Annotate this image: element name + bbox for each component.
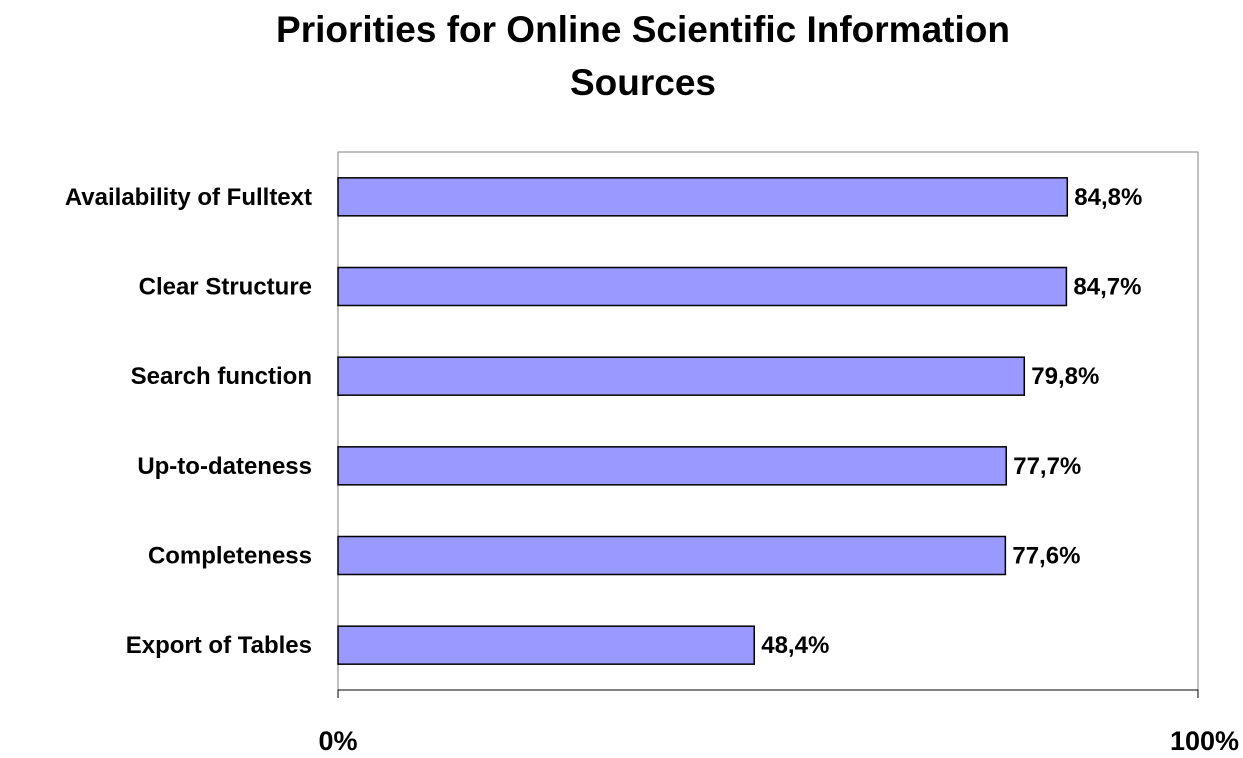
bar [337, 177, 1069, 217]
category-label: Up-to-dateness [137, 453, 312, 480]
data-label: 84,8% [1074, 184, 1142, 211]
data-label: 48,4% [761, 632, 829, 659]
data-label: 79,8% [1031, 363, 1099, 390]
chart-title-line-2: Sources [570, 62, 716, 103]
x-tick-label: 0% [318, 726, 357, 753]
bar [337, 535, 1007, 576]
bar [337, 446, 1007, 486]
bar [337, 625, 755, 665]
bar [337, 266, 1068, 307]
category-label: Search function [131, 363, 312, 390]
bars-layer: Availability of Fulltext 84,8% Clear Struc… [65, 177, 1142, 665]
data-label: 84,7% [1073, 274, 1141, 301]
chart-title-line-1: Priorities for Online Scientific Informa… [276, 9, 1010, 50]
category-label: Availability of Fulltext [65, 184, 312, 211]
x-ticks-layer: 0% 100% [318, 690, 1239, 756]
category-label: Completeness [148, 543, 312, 570]
data-label: 77,7% [1013, 453, 1081, 480]
bar [337, 356, 1026, 396]
plot-area-border [337, 151, 1199, 691]
x-tick-label: 100% [1170, 726, 1239, 753]
category-label: Clear Structure [139, 274, 312, 301]
data-label: 77,6% [1012, 543, 1080, 570]
category-label: Export of Tables [126, 632, 312, 659]
